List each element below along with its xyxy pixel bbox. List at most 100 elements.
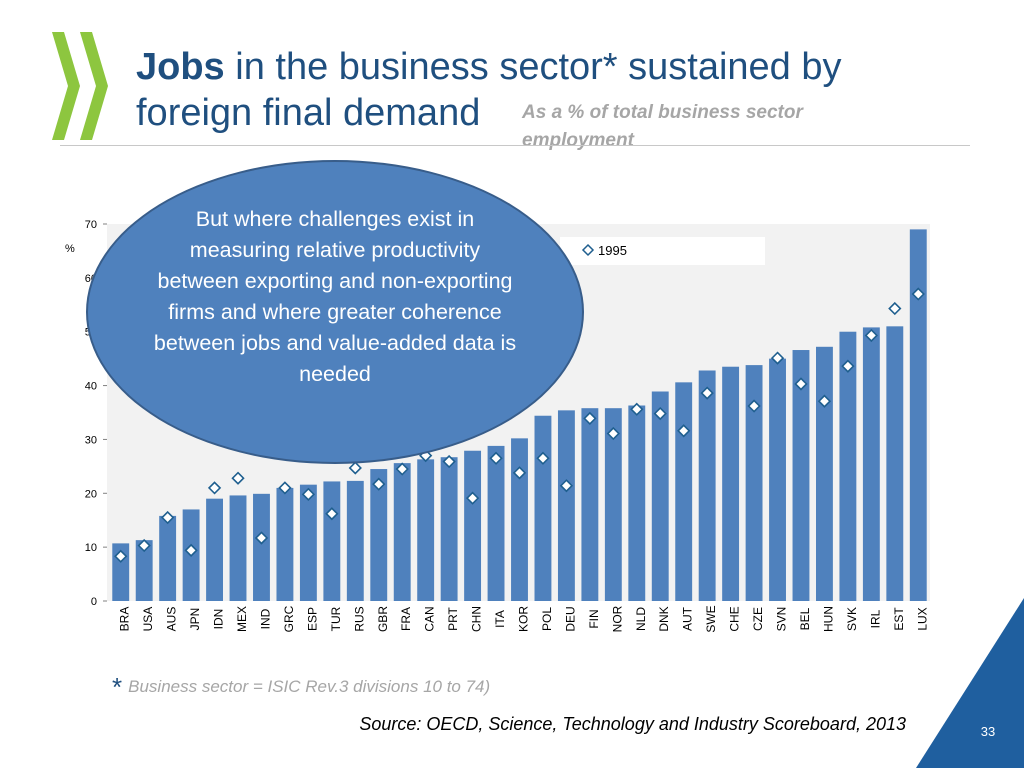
x-tick-label-deu: DEU xyxy=(563,606,577,631)
x-tick-label-bra: BRA xyxy=(118,607,132,632)
legend-label-1995: 1995 xyxy=(598,243,627,258)
source-note: Source: OECD, Science, Technology and In… xyxy=(359,714,906,734)
marker-1995-fra xyxy=(395,462,409,476)
marker-1995-aut xyxy=(677,424,691,438)
x-tick-label-aus: AUS xyxy=(165,607,179,632)
x-tick-label-ita: ITA xyxy=(493,610,507,628)
markers-series-1995 xyxy=(114,287,925,563)
callout-text: But where challenges exist in measuring … xyxy=(153,207,517,386)
title-divider xyxy=(60,145,970,146)
bar-aut xyxy=(675,382,693,601)
x-tick-label-nld: NLD xyxy=(634,607,648,631)
bar-lux xyxy=(909,229,927,601)
corner-decoration xyxy=(916,598,1024,768)
bar-est xyxy=(886,326,904,601)
bar-ind xyxy=(253,493,270,601)
bar-cze xyxy=(745,365,763,601)
bar-can xyxy=(417,459,435,601)
x-tick-label-ind: IND xyxy=(258,608,272,629)
bar-prt xyxy=(440,457,458,601)
marker-1995-idn xyxy=(207,481,222,495)
marker-1995-esp xyxy=(301,487,316,501)
x-tick-label-mex: MEX xyxy=(235,606,249,632)
x-tick-label-gbr: GBR xyxy=(376,606,390,632)
corner-triangle xyxy=(916,598,1024,768)
y-tick-label: 70 xyxy=(85,219,97,231)
x-tick-label-can: CAN xyxy=(423,606,437,631)
x-tick-label-esp: ESP xyxy=(305,607,319,631)
bar-nld xyxy=(628,405,646,601)
logo-chevron-left xyxy=(52,32,80,140)
x-tick-label-grc: GRC xyxy=(282,605,296,632)
legend-box xyxy=(560,237,765,265)
bar-rus xyxy=(346,480,364,601)
bar-bel xyxy=(792,350,810,601)
x-tick-label-est: EST xyxy=(892,607,906,631)
page-number: 33 xyxy=(980,724,996,739)
x-axis-labels: BRA USA AUS JPN IDN MEX IND GRC ESP TUR RUS GBR FRA C… xyxy=(118,605,930,632)
legend: 1995 xyxy=(560,237,765,265)
marker-1995-grc xyxy=(278,481,292,495)
x-tick-label-idn: IDN xyxy=(212,609,226,630)
y-tick-label: 20 xyxy=(85,488,97,500)
marker-1995-dnk xyxy=(653,406,667,421)
legend-marker-1995 xyxy=(581,243,595,257)
marker-1995-nld xyxy=(630,402,644,416)
bar-swe xyxy=(698,370,716,601)
x-tick-label-svn: SVN xyxy=(775,607,789,632)
bar-mex xyxy=(229,495,247,601)
bar-usa xyxy=(135,540,153,601)
y-tick-label: 0 xyxy=(91,596,97,608)
marker-1995-swe xyxy=(700,386,714,400)
marker-1995-jpn xyxy=(184,543,198,558)
y-axis-label: % xyxy=(65,243,75,255)
x-tick-label-irl: IRL xyxy=(868,609,882,628)
marker-1995-aus xyxy=(161,510,175,525)
bar-irl xyxy=(862,327,880,601)
x-tick-label-fin: FIN xyxy=(587,609,601,628)
y-tick-label: 40 xyxy=(85,381,97,393)
marker-1995-prt xyxy=(442,454,456,469)
x-tick-label-lux: LUX xyxy=(915,607,929,630)
marker-1995-fin xyxy=(583,411,597,426)
bar-gbr xyxy=(370,469,388,601)
y-tick-label: 30 xyxy=(85,434,97,446)
title-bold: Jobs xyxy=(136,46,225,88)
bar-esp xyxy=(299,484,317,601)
x-tick-label-pol: POL xyxy=(540,607,554,631)
marker-1995-svk xyxy=(841,359,855,373)
oecd-logo xyxy=(52,32,108,140)
marker-1995-mex xyxy=(231,471,245,485)
x-tick-label-che: CHE xyxy=(728,606,742,631)
title-line2: foreign final demand xyxy=(136,92,481,134)
slide-title: Jobs in the business sector* sustained b… xyxy=(136,44,842,136)
marker-1995-cze xyxy=(747,399,761,413)
bar-che xyxy=(722,366,740,601)
title-rest: in the business sector* sustained by xyxy=(224,46,842,88)
marker-1995-pol xyxy=(536,451,550,465)
bar-chn xyxy=(464,450,482,601)
marker-1995-bel xyxy=(794,377,808,391)
marker-1995-deu xyxy=(559,479,574,493)
x-tick-label-rus: RUS xyxy=(352,606,366,631)
footnote-star: * xyxy=(112,672,123,702)
bar-idn xyxy=(206,498,224,601)
bar-tur xyxy=(323,481,341,601)
x-tick-label-aut: AUT xyxy=(681,606,695,631)
marker-1995-ita xyxy=(489,451,503,465)
y-tick-label: 10 xyxy=(85,542,97,554)
x-tick-label-swe: SWE xyxy=(704,605,718,632)
x-tick-label-nor: NOR xyxy=(610,605,624,632)
bar-fra xyxy=(393,463,411,601)
bar-ita xyxy=(487,445,505,601)
bar-kor xyxy=(511,438,528,601)
x-tick-label-dnk: DNK xyxy=(657,606,671,631)
bar-nor xyxy=(604,408,622,601)
marker-1995-hun xyxy=(817,394,832,408)
callout-ellipse xyxy=(86,160,584,464)
marker-1995-lux xyxy=(911,287,925,301)
marker-1995-svn xyxy=(770,351,785,365)
bar-fin xyxy=(581,408,599,601)
bar-dnk xyxy=(651,391,669,601)
x-tick-label-chn: CHN xyxy=(470,606,484,632)
